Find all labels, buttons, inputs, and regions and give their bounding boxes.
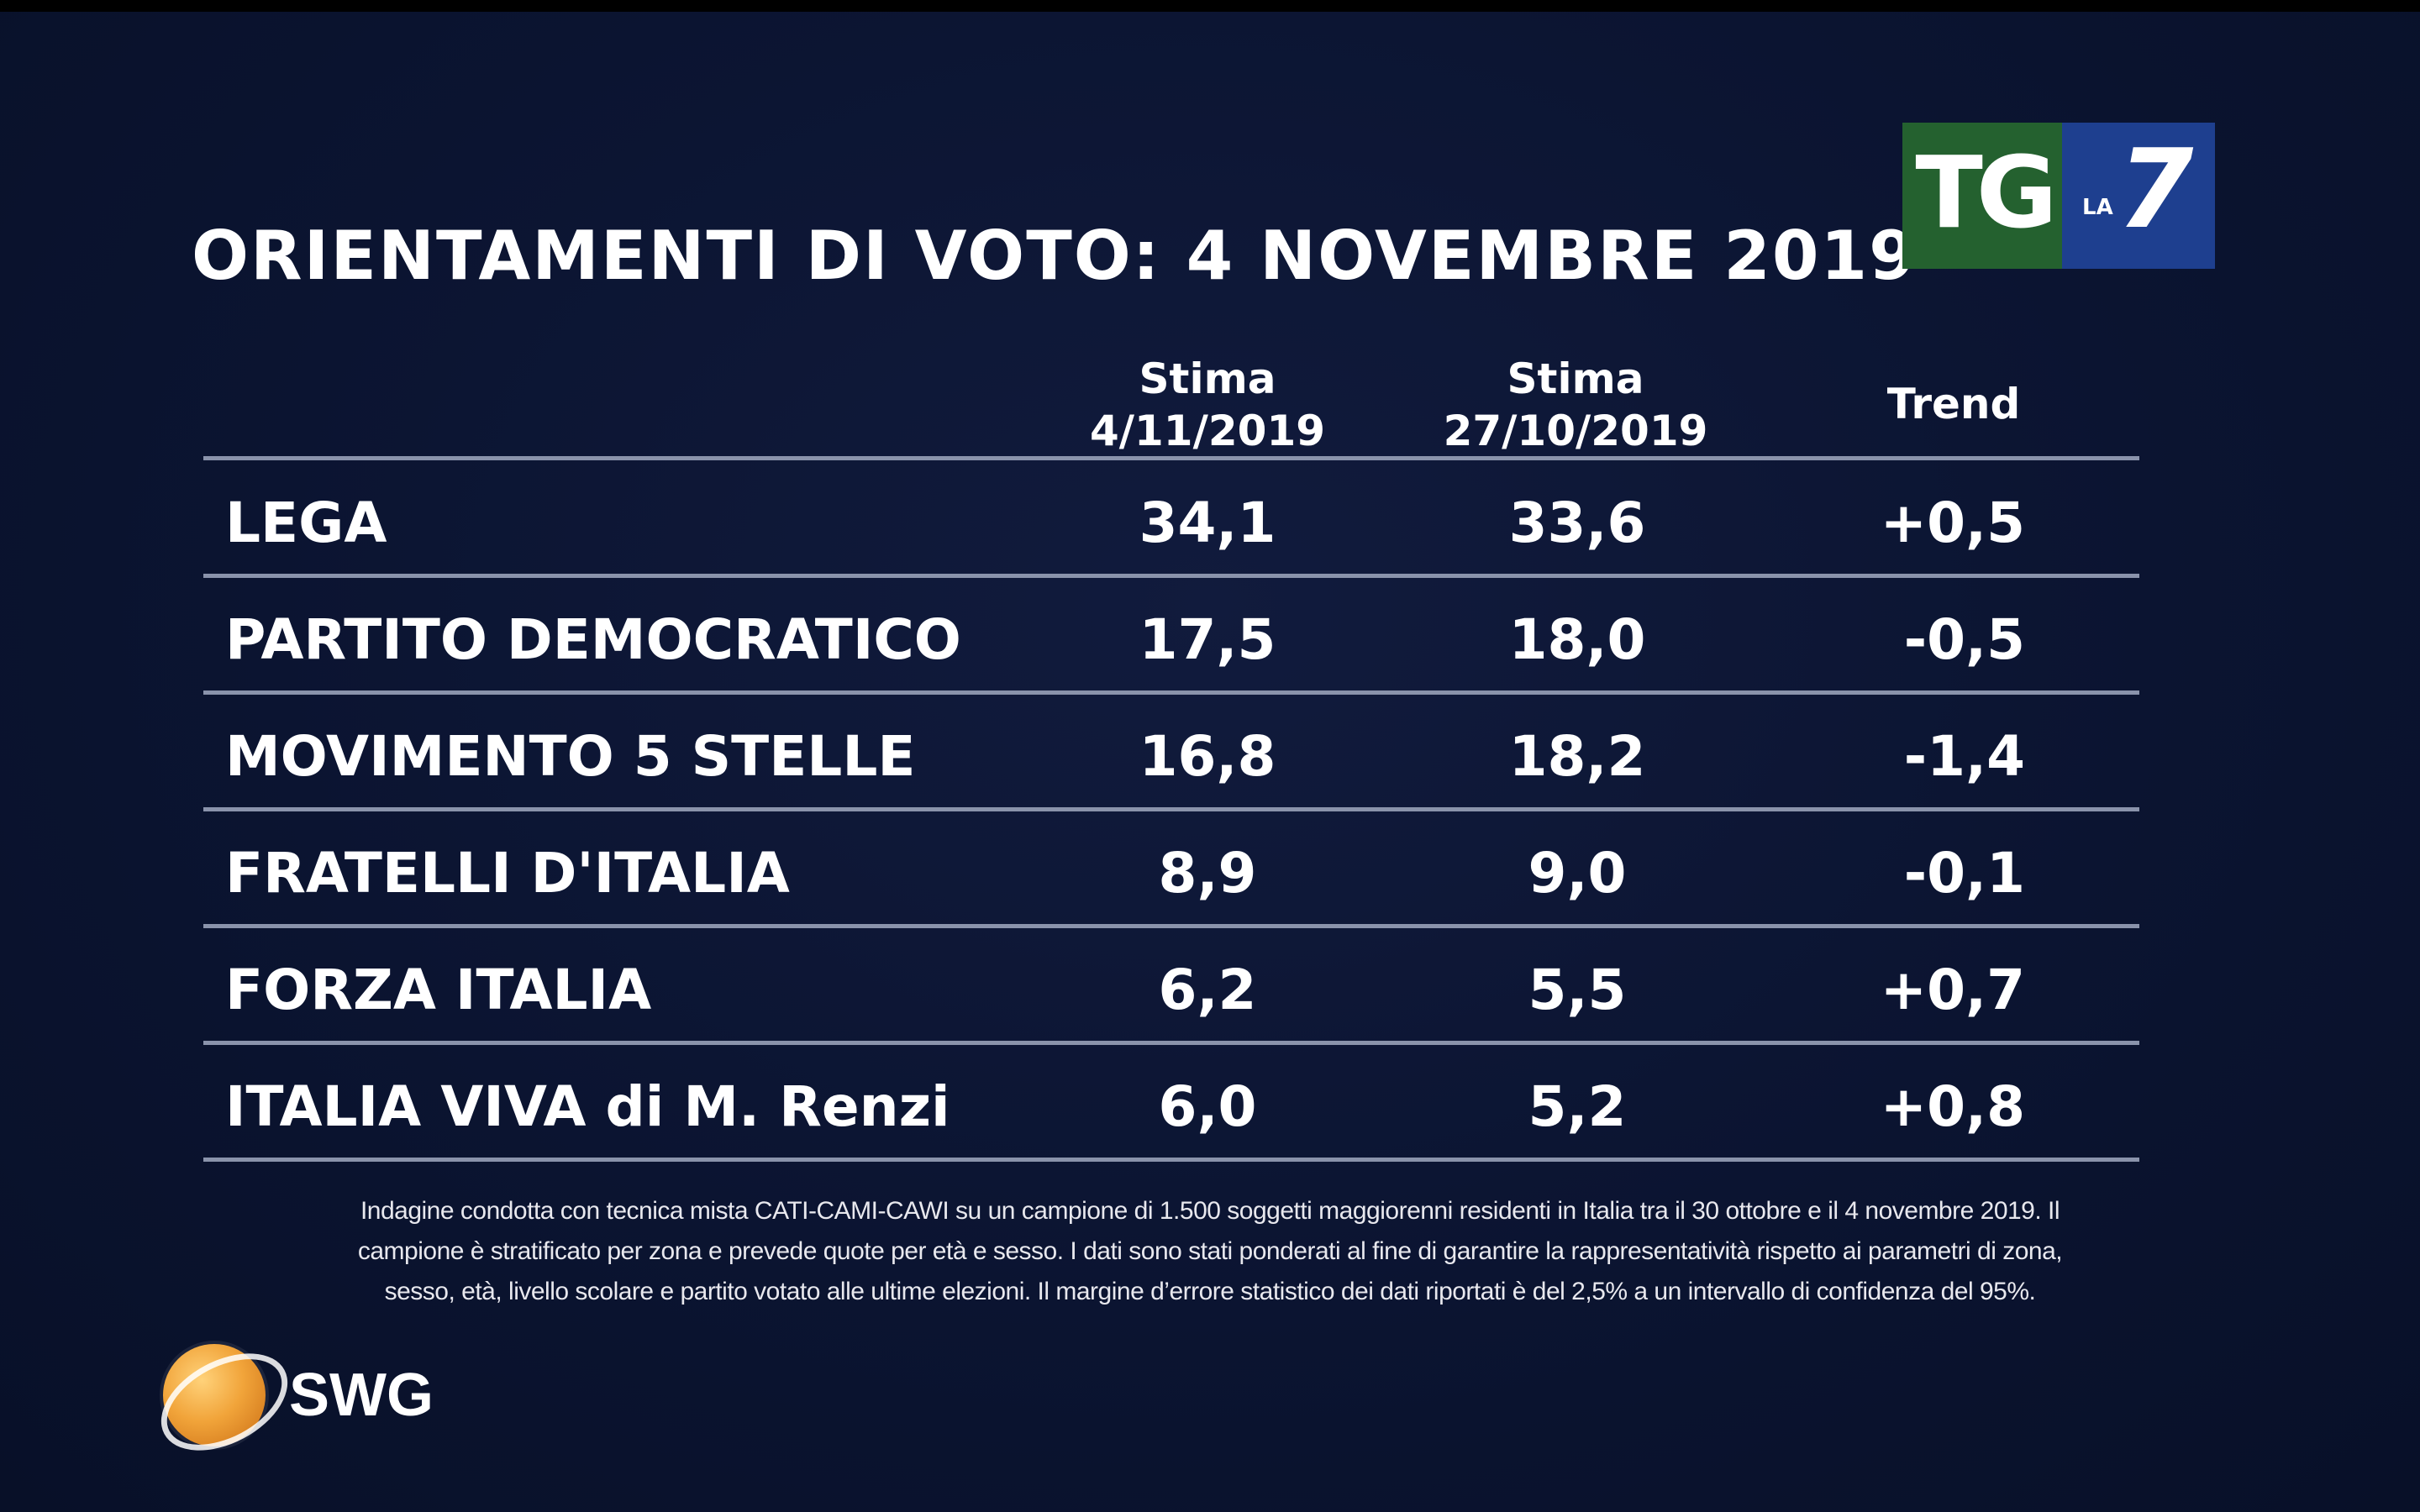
footnote-line: Indagine condotta con tecnica mista CATI…: [360, 1197, 2060, 1225]
column-header-line: Stima: [1507, 354, 1644, 403]
table-rule: [203, 807, 2139, 811]
value-stima-27-10: 5,5: [1528, 958, 1627, 1022]
value-stima-4-11: 6,0: [1158, 1074, 1257, 1139]
value-trend: +0,5: [1880, 491, 2025, 555]
methodology-footnote: Indagine condotta con tecnica mista CATI…: [210, 1191, 2210, 1312]
column-header-line: Stima: [1139, 354, 1276, 403]
swg-globe-icon: [163, 1344, 266, 1446]
party-name: LEGA: [225, 491, 387, 555]
value-stima-4-11: 34,1: [1139, 491, 1276, 555]
value-trend: -0,1: [1903, 841, 2025, 906]
footnote-line: campione è stratificato per zona e preve…: [357, 1237, 2063, 1265]
table-rule: [203, 924, 2139, 928]
la-logo-text: LA: [2082, 195, 2113, 220]
column-header-stima-4-11: Stima 4/11/2019: [1060, 353, 1355, 457]
table-rule: [203, 1158, 2139, 1162]
seven-logo-text: 7: [2118, 125, 2194, 253]
value-stima-4-11: 16,8: [1139, 724, 1276, 789]
party-name: PARTITO DEMOCRATICO: [225, 607, 961, 672]
la7-logo-panel: [2062, 123, 2215, 269]
value-stima-27-10: 18,2: [1508, 724, 1646, 789]
table-rule: [203, 574, 2139, 578]
table-rule: [203, 690, 2139, 695]
value-trend: +0,7: [1880, 958, 2025, 1022]
column-header-stima-27-10: Stima 27/10/2019: [1428, 353, 1723, 457]
table-rule: [203, 456, 2139, 460]
top-edge: [0, 0, 2420, 12]
value-trend: -0,5: [1903, 607, 2025, 672]
footnote-line: sesso, età, livello scolare e partito vo…: [384, 1278, 2036, 1305]
party-name: FRATELLI D'ITALIA: [225, 841, 790, 906]
swg-logo-text: SWG: [289, 1362, 434, 1429]
column-header-line: Trend: [1886, 380, 2021, 428]
value-stima-27-10: 18,0: [1508, 607, 1646, 672]
column-header-line: 4/11/2019: [1089, 407, 1326, 455]
tg-logo-panel: [1902, 123, 2062, 269]
table-rule: [203, 1041, 2139, 1045]
value-trend: +0,8: [1880, 1074, 2025, 1139]
value-stima-27-10: 9,0: [1528, 841, 1627, 906]
tg-logo-text: TG: [1915, 134, 2057, 250]
column-header-trend: Trend: [1807, 378, 2101, 430]
party-name: MOVIMENTO 5 STELLE: [225, 724, 916, 789]
value-trend: -1,4: [1903, 724, 2025, 789]
party-name: FORZA ITALIA: [225, 958, 652, 1022]
column-header-line: 27/10/2019: [1443, 407, 1708, 455]
page-title: ORIENTAMENTI DI VOTO: 4 NOVEMBRE 2019: [192, 217, 1918, 295]
party-name: ITALIA VIVA di M. Renzi: [225, 1074, 950, 1139]
value-stima-4-11: 17,5: [1139, 607, 1276, 672]
value-stima-4-11: 8,9: [1158, 841, 1257, 906]
value-stima-27-10: 5,2: [1528, 1074, 1627, 1139]
value-stima-27-10: 33,6: [1508, 491, 1646, 555]
value-stima-4-11: 6,2: [1158, 958, 1257, 1022]
